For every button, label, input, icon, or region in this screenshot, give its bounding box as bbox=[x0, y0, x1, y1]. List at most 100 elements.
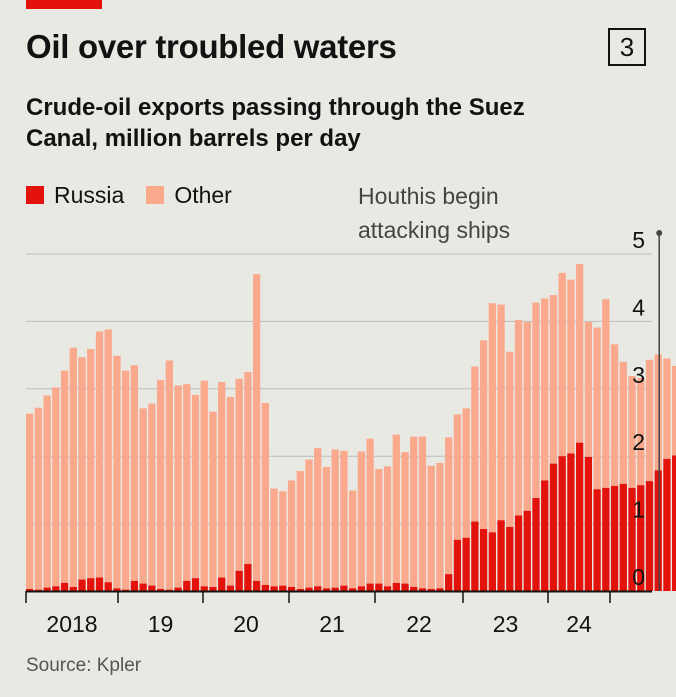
bar-other bbox=[628, 375, 636, 488]
legend-item-russia: Russia bbox=[26, 182, 124, 209]
bar-russia bbox=[349, 588, 357, 591]
bar-other bbox=[156, 380, 165, 589]
bar-other bbox=[104, 329, 112, 583]
bar-other bbox=[244, 371, 252, 565]
bar-russia bbox=[558, 456, 566, 591]
bar-other bbox=[410, 436, 418, 587]
bar-other bbox=[549, 295, 558, 464]
bar-russia bbox=[174, 587, 182, 591]
annotation: Houthis begin attacking ships bbox=[358, 183, 663, 591]
bar-other bbox=[209, 411, 217, 587]
bar-russia bbox=[628, 487, 636, 591]
bar-russia bbox=[462, 537, 470, 591]
bar-other bbox=[436, 462, 444, 589]
bar-russia bbox=[410, 586, 418, 591]
bar-russia bbox=[139, 583, 147, 591]
bar-other bbox=[52, 387, 60, 587]
bar-russia bbox=[567, 453, 575, 591]
bar-russia bbox=[252, 580, 261, 591]
bar-russia bbox=[261, 584, 270, 591]
legend-item-other: Other bbox=[146, 182, 232, 209]
bar-other bbox=[322, 466, 331, 589]
bar-other bbox=[619, 361, 627, 484]
bar-russia bbox=[453, 539, 462, 591]
bar-russia bbox=[549, 463, 558, 591]
bar-russia bbox=[209, 586, 217, 591]
bar-other bbox=[471, 366, 479, 522]
bar-russia bbox=[532, 497, 540, 591]
bar-russia bbox=[357, 586, 366, 591]
bar-russia bbox=[314, 586, 322, 591]
bar-other bbox=[26, 413, 34, 589]
bar-russia bbox=[340, 585, 348, 591]
bar-other bbox=[314, 448, 322, 587]
y-tick-label: 3 bbox=[632, 362, 645, 388]
bar-other bbox=[191, 394, 200, 579]
bar-russia bbox=[69, 586, 77, 591]
bar-other bbox=[453, 414, 462, 540]
y-tick-label: 2 bbox=[632, 429, 645, 455]
bar-russia bbox=[52, 586, 60, 591]
bar-russia bbox=[619, 483, 627, 591]
x-tick-label: 21 bbox=[319, 611, 345, 637]
bar-other bbox=[60, 370, 69, 583]
bar-other bbox=[497, 304, 505, 521]
bar-other bbox=[558, 272, 566, 457]
chart-subtitle: Crude-oil exports passing through the Su… bbox=[26, 94, 525, 152]
chart-title: Oil over troubled waters bbox=[26, 28, 397, 65]
chart-legend: Russia Other bbox=[26, 180, 254, 210]
bar-other bbox=[427, 465, 435, 589]
bar-other bbox=[183, 384, 191, 581]
bar-other bbox=[610, 344, 619, 486]
bar-russia bbox=[279, 585, 287, 591]
bar-russia bbox=[165, 589, 173, 591]
bar-russia bbox=[610, 485, 619, 591]
bar-russia bbox=[488, 532, 496, 591]
bar-russia bbox=[200, 586, 208, 591]
x-tick-label: 23 bbox=[493, 611, 519, 637]
bar-russia bbox=[122, 589, 130, 591]
bar-russia bbox=[663, 458, 671, 591]
bar-other bbox=[479, 340, 488, 529]
bar-russia bbox=[270, 586, 278, 591]
bar-other bbox=[602, 299, 610, 488]
bar-other bbox=[584, 322, 593, 457]
bar-other bbox=[95, 331, 104, 578]
bar-other bbox=[287, 480, 296, 587]
y-tick-label: 0 bbox=[632, 564, 645, 590]
bar-other bbox=[637, 378, 645, 486]
bar-other bbox=[401, 452, 409, 584]
bar-russia bbox=[514, 515, 523, 591]
bar-other bbox=[532, 302, 540, 498]
bar-other bbox=[261, 402, 270, 585]
bar-russia bbox=[672, 455, 676, 591]
brand-accent-bar bbox=[26, 0, 102, 9]
bar-russia bbox=[235, 570, 243, 591]
bar-other bbox=[663, 358, 671, 459]
bar-other bbox=[383, 466, 392, 587]
y-tick-label: 5 bbox=[632, 227, 645, 253]
bar-russia bbox=[654, 470, 662, 591]
bar-other bbox=[349, 490, 357, 589]
bar-other bbox=[279, 491, 287, 586]
bar-other bbox=[506, 351, 514, 527]
bar-russia bbox=[593, 489, 601, 591]
bar-other bbox=[34, 407, 43, 590]
bar-russia bbox=[191, 578, 200, 591]
bar-russia bbox=[584, 456, 593, 591]
bar-other bbox=[122, 370, 130, 590]
bar-other bbox=[654, 354, 662, 471]
annotation-text-line1: Houthis begin bbox=[358, 183, 499, 209]
bar-russia bbox=[305, 587, 313, 591]
bar-other bbox=[593, 327, 601, 490]
bar-other bbox=[392, 434, 400, 583]
bar-russia bbox=[645, 481, 654, 591]
bar-other bbox=[645, 359, 654, 482]
x-tick-label: 24 bbox=[566, 611, 592, 637]
bar-russia bbox=[26, 588, 34, 591]
bar-russia bbox=[183, 580, 191, 591]
source-note: Source: Kpler bbox=[26, 655, 142, 676]
bar-other bbox=[366, 438, 374, 584]
bar-russia bbox=[60, 582, 69, 591]
